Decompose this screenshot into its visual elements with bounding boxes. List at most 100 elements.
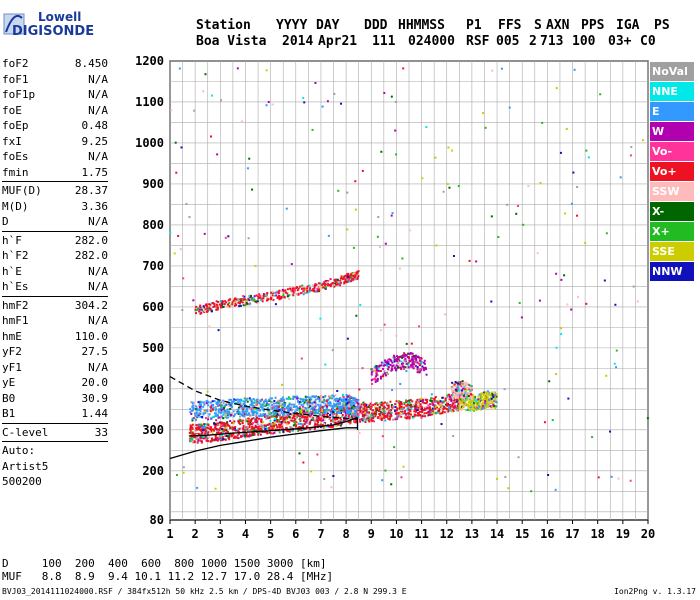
scatter-point (379, 370, 382, 373)
scatter-point (299, 409, 302, 412)
scatter-point (289, 406, 292, 409)
scatter-point (456, 409, 459, 412)
x-tick-label: 7 (317, 527, 324, 541)
scatter-point (224, 438, 227, 441)
scatter-point (423, 359, 426, 362)
scatter-point (204, 432, 207, 435)
scatter-point (280, 290, 283, 293)
scatter-point (427, 410, 430, 413)
noise-point (177, 234, 180, 237)
scatter-point (363, 413, 366, 416)
scatter-point (327, 282, 330, 285)
scatter-point (211, 430, 214, 433)
scatter-point (318, 418, 321, 421)
scatter-point (384, 415, 387, 418)
scatter-point (197, 439, 200, 442)
scatter-point (362, 410, 365, 413)
noise-point (536, 252, 539, 255)
scatter-point (465, 394, 468, 397)
scatter-point (355, 420, 358, 423)
scatter-point (303, 416, 306, 419)
scatter-point (262, 400, 265, 403)
scatter-point (276, 405, 279, 408)
scatter-point (190, 439, 193, 442)
scatter-point (410, 413, 413, 416)
scatter-point (431, 403, 434, 406)
scatter-point (353, 399, 356, 402)
scatter-point (321, 410, 324, 413)
scatter-point (350, 280, 353, 283)
param-separator (2, 422, 108, 424)
noise-point (448, 186, 451, 189)
scatter-point (249, 414, 252, 417)
scatter-point (286, 406, 289, 409)
scatter-point (215, 423, 218, 426)
scatter-point (237, 437, 240, 440)
scatter-point (471, 393, 474, 396)
scatter-point (425, 412, 428, 415)
noise-point (211, 94, 214, 97)
scatter-point (346, 278, 349, 281)
scatter-point (209, 440, 212, 443)
scatter-point (374, 380, 377, 383)
scatter-point (204, 417, 207, 420)
scatter-point (342, 420, 345, 423)
header-label: Station (196, 18, 251, 33)
scatter-point (222, 430, 225, 433)
scatter-point (345, 409, 348, 412)
noise-point (214, 487, 217, 490)
scatter-point (340, 275, 343, 278)
scatter-point (210, 302, 213, 305)
scatter-point (331, 394, 334, 397)
scatter-point (389, 359, 392, 362)
param-row: h`E N/A (2, 264, 108, 280)
scatter-point (277, 405, 280, 408)
scatter-point (207, 308, 210, 311)
scatter-point (413, 410, 416, 413)
noise-point (570, 202, 573, 205)
scatter-point (404, 410, 407, 413)
scatter-point (256, 423, 259, 426)
scatter-point (352, 398, 355, 401)
scatter-point (438, 403, 441, 406)
scatter-point (316, 421, 319, 424)
scatter-point (190, 410, 193, 413)
scatter-point (407, 366, 410, 369)
scatter-point (325, 408, 328, 411)
header-label: S (534, 18, 542, 33)
scatter-point (203, 403, 206, 406)
scatter-point (322, 282, 325, 285)
scatter-point (424, 407, 427, 410)
scatter-point (325, 407, 328, 410)
scatter-point (316, 290, 319, 293)
scatter-point (237, 432, 240, 435)
noise-point (548, 380, 551, 383)
scatter-point (199, 312, 202, 315)
scatter-point (343, 402, 346, 405)
scatter-point (379, 417, 382, 420)
scatter-point (289, 412, 292, 415)
scatter-point (387, 406, 390, 409)
scatter-point (454, 406, 457, 409)
scatter-point (295, 415, 298, 418)
scatter-point (296, 409, 299, 412)
scatter-point (449, 398, 452, 401)
scatter-point (305, 422, 308, 425)
noise-point (520, 316, 523, 319)
scatter-point (202, 305, 205, 308)
scatter-point (267, 403, 270, 406)
scatter-point (189, 426, 192, 429)
scatter-point (272, 298, 275, 301)
noise-point (316, 453, 319, 456)
scatter-point (405, 362, 408, 365)
scatter-point (447, 409, 450, 412)
scatter-point (209, 426, 212, 429)
scatter-point (231, 301, 234, 304)
scatter-point (218, 303, 221, 306)
noise-point (354, 208, 357, 211)
scatter-point (257, 301, 260, 304)
scatter-point (354, 408, 357, 411)
scatter-point (309, 396, 312, 399)
param-row: MUF(D) 28.37 (2, 183, 108, 199)
noise-point (442, 190, 445, 193)
